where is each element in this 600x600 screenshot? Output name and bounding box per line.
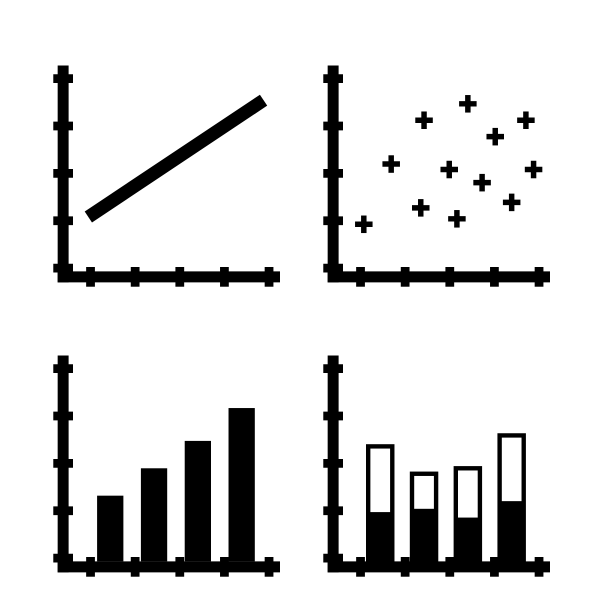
line-chart-icon [50, 60, 280, 290]
stacked-bar-chart-svg [320, 350, 550, 580]
bar-chart-svg [50, 350, 280, 580]
bar-chart-icon [50, 350, 280, 580]
chart-icon-grid [50, 60, 550, 540]
scatter-chart-svg [320, 60, 550, 290]
line-chart-svg [50, 60, 280, 290]
stacked-bar-chart-icon [320, 350, 550, 580]
scatter-chart-icon [320, 60, 550, 290]
